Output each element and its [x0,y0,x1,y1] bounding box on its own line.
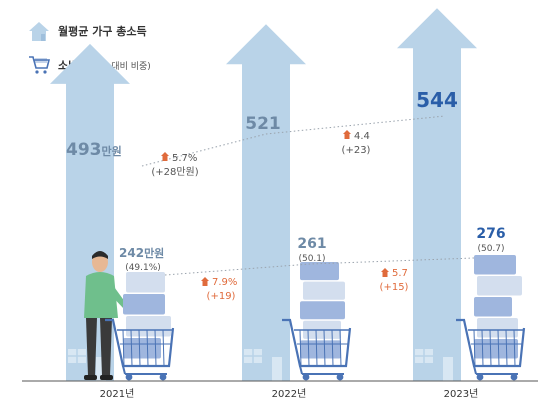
x-tick-label: 2023년 [444,388,479,400]
change-up-icon [381,268,389,277]
shopper-illustration [84,251,128,380]
x-tick-label: 2021년 [100,388,135,400]
x-tick-label: 2022년 [272,388,307,400]
value-labels: 493만원 521 544 242만원 (49.1%) 261 (50.1) 276 (50.7… [66,88,506,302]
cart-box [126,272,165,293]
shopper-leg [100,318,112,376]
cart-wheel [302,373,310,381]
legend-spend-sub: (소득 대비 비중) [88,61,151,72]
income-change-pct: 4.4 [354,131,370,142]
house-door [272,357,282,381]
house-door [96,357,106,381]
cart-wheel [125,373,133,381]
cart-box [477,276,522,296]
house-icon [29,22,49,41]
spending-share-label: (50.1) [298,254,325,264]
cart-box [126,316,171,337]
income-value-label: 521 [245,114,281,134]
income-change-abs: (+23) [342,145,371,156]
spending-change-abs: (+19) [207,291,236,302]
income-bar [226,24,306,382]
cart-box [474,297,512,317]
cart-box [300,340,341,359]
shopper-leg [86,318,97,376]
spending-share-label: (49.1%) [125,263,161,273]
income-change-pct: 5.7% [172,153,197,164]
income-change-abs: (+28만원) [151,166,198,178]
cart-wheel [510,373,518,381]
spending-unit: 만원 [144,246,164,260]
change-up-icon [161,152,169,161]
cart-box [123,338,161,359]
spending-trend-line [164,257,475,276]
cart-box [477,318,518,338]
x-axis-ticks: 2021년 2022년 2023년 [100,388,479,400]
spending-value-label: 261 [297,236,326,252]
spending-share-label: (50.7) [477,244,504,254]
income-trend-line [141,115,446,167]
house-door [443,357,453,381]
legend-income-label: 월평균 가구 총소득 [58,25,147,38]
legend-income: 월평균 가구 총소득 [28,20,147,42]
cart-icon [29,56,50,74]
cart-box [123,294,165,315]
spending-value-label: 276 [476,226,505,242]
shopper-shirt [84,272,118,318]
cart-wheel [476,373,484,381]
spending-change-pct: 7.9% [212,277,237,288]
cart-wheel [336,373,344,381]
cart-box [303,281,345,300]
income-value-label: 544 [416,88,458,112]
income-bar [397,8,477,381]
spending-carts [105,255,526,381]
change-up-icon [201,277,209,286]
cart-box [474,339,518,359]
spending-change-pct: 5.7 [392,268,408,279]
cart-box [300,262,339,281]
income-unit: 만원 [102,144,122,158]
cart-box [474,255,516,275]
change-up-icon [343,130,351,139]
cart-wheel [159,373,167,381]
spending-change-abs: (+15) [380,282,409,293]
trend-lines [141,115,475,276]
cart-box [300,301,345,320]
income-value-label: 493만원 [66,140,122,160]
spending-value-label: 242만원 [119,246,164,260]
